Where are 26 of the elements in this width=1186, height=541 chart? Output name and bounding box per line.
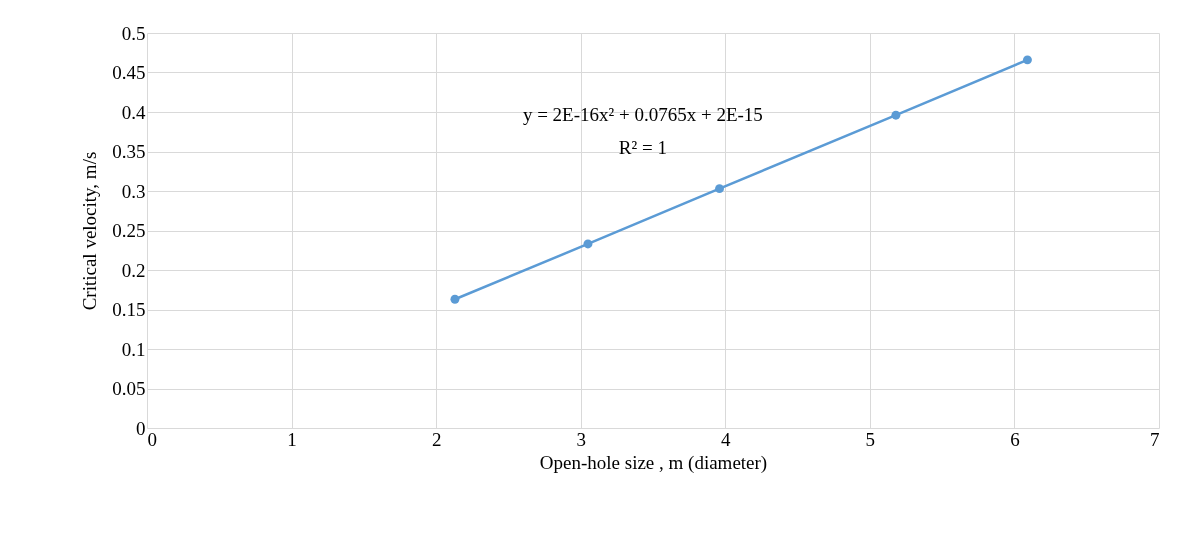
x-axis-title: Open-hole size , m (diameter) [539, 451, 768, 474]
x-tick-label: 6 [1010, 428, 1020, 450]
x-tick-label: 5 [865, 428, 876, 450]
point [1022, 55, 1032, 65]
y-tick-label: 0.05 [112, 378, 146, 399]
y-tick-label: 0.25 [112, 220, 146, 241]
y-tick-label: 0.4 [121, 101, 146, 123]
annotation: y = 2E-16x² + 0.0765x + 2E-15 [522, 104, 763, 125]
x-tick-label: 4 [721, 428, 732, 450]
y-axis-title: Critical velocity, m/s [79, 151, 101, 311]
x-tick-label: 2 [431, 428, 442, 450]
y-tick-label: 0.35 [112, 141, 146, 162]
x-tick-label: 3 [576, 428, 586, 450]
y-tick-label: 0.3 [121, 180, 146, 202]
point [891, 110, 901, 120]
x-tick-label: 1 [287, 428, 297, 450]
point [715, 184, 724, 194]
y-tick-label: 0.45 [112, 62, 146, 83]
point [583, 239, 593, 249]
y-tick-label: 0.5 [121, 22, 146, 44]
y-tick-label: 0.15 [112, 299, 146, 320]
annotation: R² = 1 [618, 137, 667, 158]
y-tick-label: 0.2 [121, 259, 146, 281]
y-tick-label: 0.1 [121, 338, 146, 360]
point [450, 294, 460, 304]
x-tick-label: 7 [1150, 428, 1160, 450]
